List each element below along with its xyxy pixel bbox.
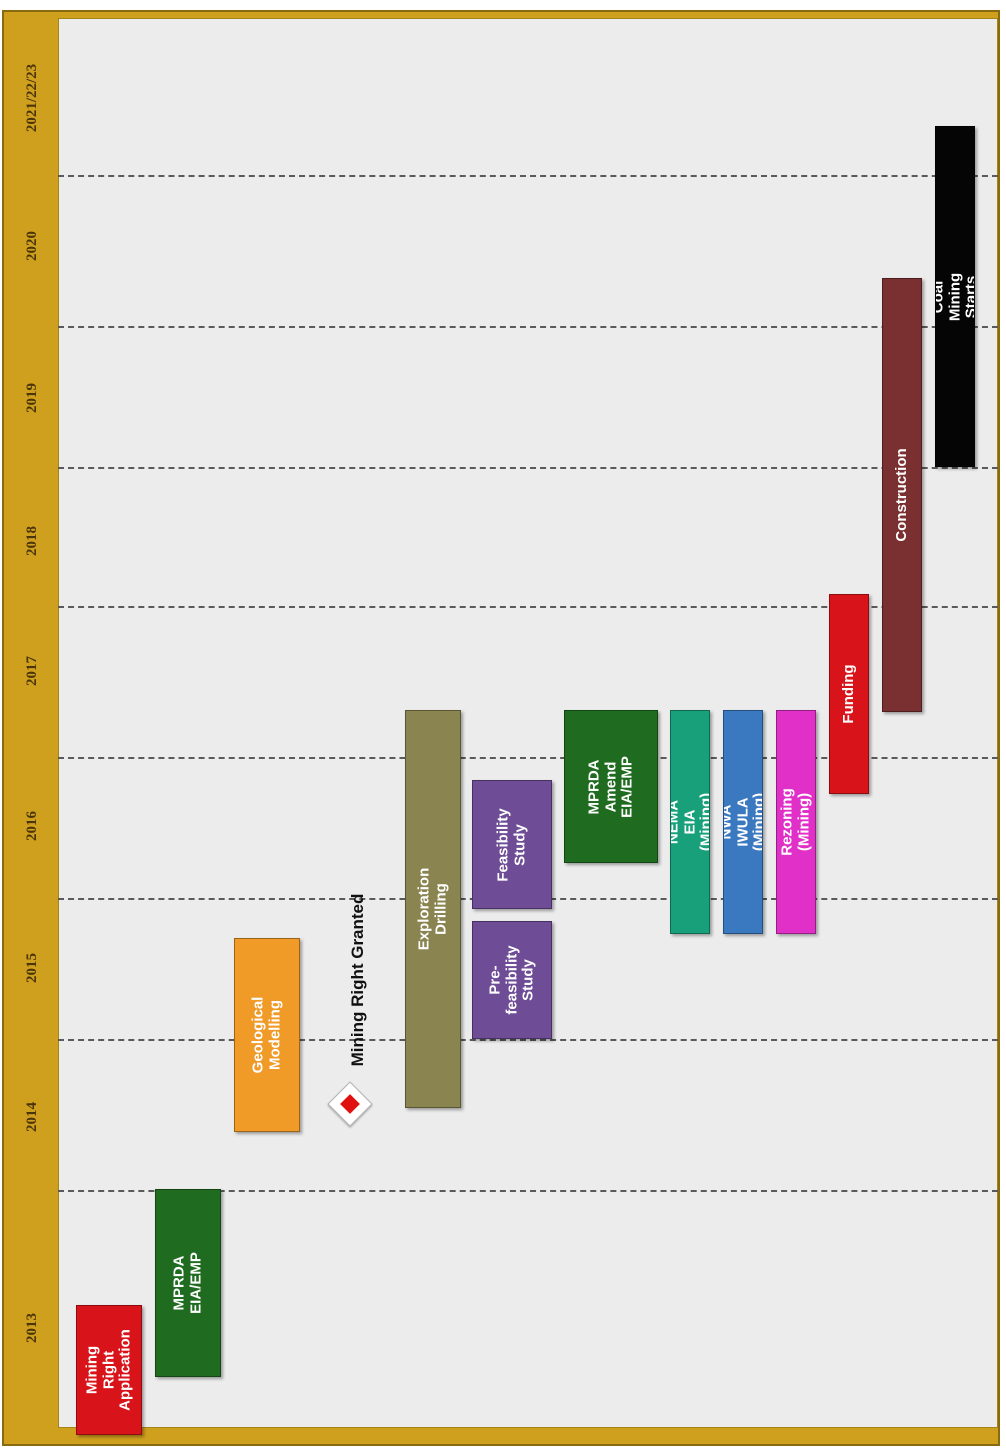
milestone-text: Mining Right Granted [348, 893, 367, 1067]
year-label-2015: 2015 [23, 953, 40, 983]
task-label: Mining Right Application [83, 1329, 134, 1411]
year-label-2021-22-23: 2021/22/23 [23, 63, 40, 133]
task-mining-right-application: Mining Right Application [76, 1305, 142, 1435]
year-divider [58, 1190, 998, 1192]
year-divider [58, 1039, 998, 1041]
task-label: MPRDA Amend EIA/EMP [585, 755, 636, 818]
year-divider [58, 757, 998, 759]
task-label: Pre- feasibility Study [486, 945, 537, 1015]
task-nema-eia-mining: NEMA EIA (Mining) [670, 710, 710, 934]
year-label-2014: 2014 [23, 1102, 40, 1132]
task-label: Geological Modelling [249, 996, 284, 1074]
task-nwa-iwula-mining: NWA IWULA (Mining) [723, 710, 763, 934]
task-coal-mining-starts: Coal Mining Starts [935, 126, 975, 467]
task-label: Feasibility Study [494, 807, 529, 882]
year-divider [58, 326, 998, 328]
year-divider [58, 606, 998, 608]
task-label: Construction [892, 448, 910, 542]
task-label: Rezoning (Mining) [778, 788, 813, 856]
task-label: Exploration Drilling [415, 867, 450, 951]
task-mprda-amend-eia-emp: MPRDA Amend EIA/EMP [564, 710, 658, 863]
milestone-label: Mining Right Granted [328, 860, 388, 1100]
year-label-2017: 2017 [23, 656, 40, 686]
year-label-2018: 2018 [23, 526, 40, 556]
task-label: NEMA EIA (Mining) [670, 792, 710, 852]
year-label-2020: 2020 [23, 231, 40, 261]
task-label: Funding [839, 664, 857, 724]
year-label-2013: 2013 [23, 1313, 40, 1343]
task-construction: Construction [882, 278, 922, 712]
task-geological-modelling: Geological Modelling [234, 938, 300, 1132]
task-mprda-eia-emp: MPRDA EIA/EMP [155, 1189, 221, 1377]
task-feasibility-study: Feasibility Study [472, 780, 552, 909]
task-label: Coal Mining Starts [935, 272, 975, 321]
task-label: NWA IWULA (Mining) [723, 792, 763, 852]
diamond-inner [340, 1094, 360, 1114]
task-funding: Funding [829, 594, 869, 794]
year-label-2016: 2016 [23, 811, 40, 841]
task-exploration-drilling: Exploration Drilling [405, 710, 461, 1108]
year-divider [58, 467, 998, 469]
year-divider [58, 175, 998, 177]
task-pre-feasibility-study: Pre- feasibility Study [472, 921, 552, 1039]
year-label-2019: 2019 [23, 383, 40, 413]
task-label: MPRDA EIA/EMP [170, 1252, 205, 1314]
task-rezoning-mining: Rezoning (Mining) [776, 710, 816, 934]
